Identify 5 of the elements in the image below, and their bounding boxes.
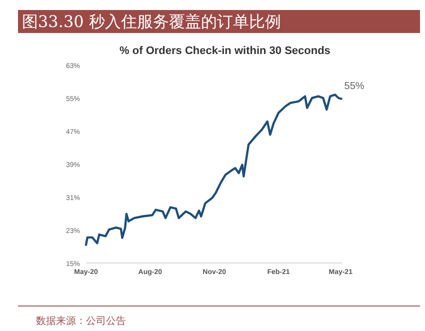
- source-note: 数据来源：公司公告: [36, 315, 126, 327]
- chart-subtitle: % of Orders Check-in within 30 Seconds: [120, 45, 330, 57]
- chart-title: 图33.30 秒入住服务覆盖的订单比例: [22, 12, 281, 31]
- line-series: [84, 94, 342, 246]
- annotation: 55%: [344, 81, 364, 92]
